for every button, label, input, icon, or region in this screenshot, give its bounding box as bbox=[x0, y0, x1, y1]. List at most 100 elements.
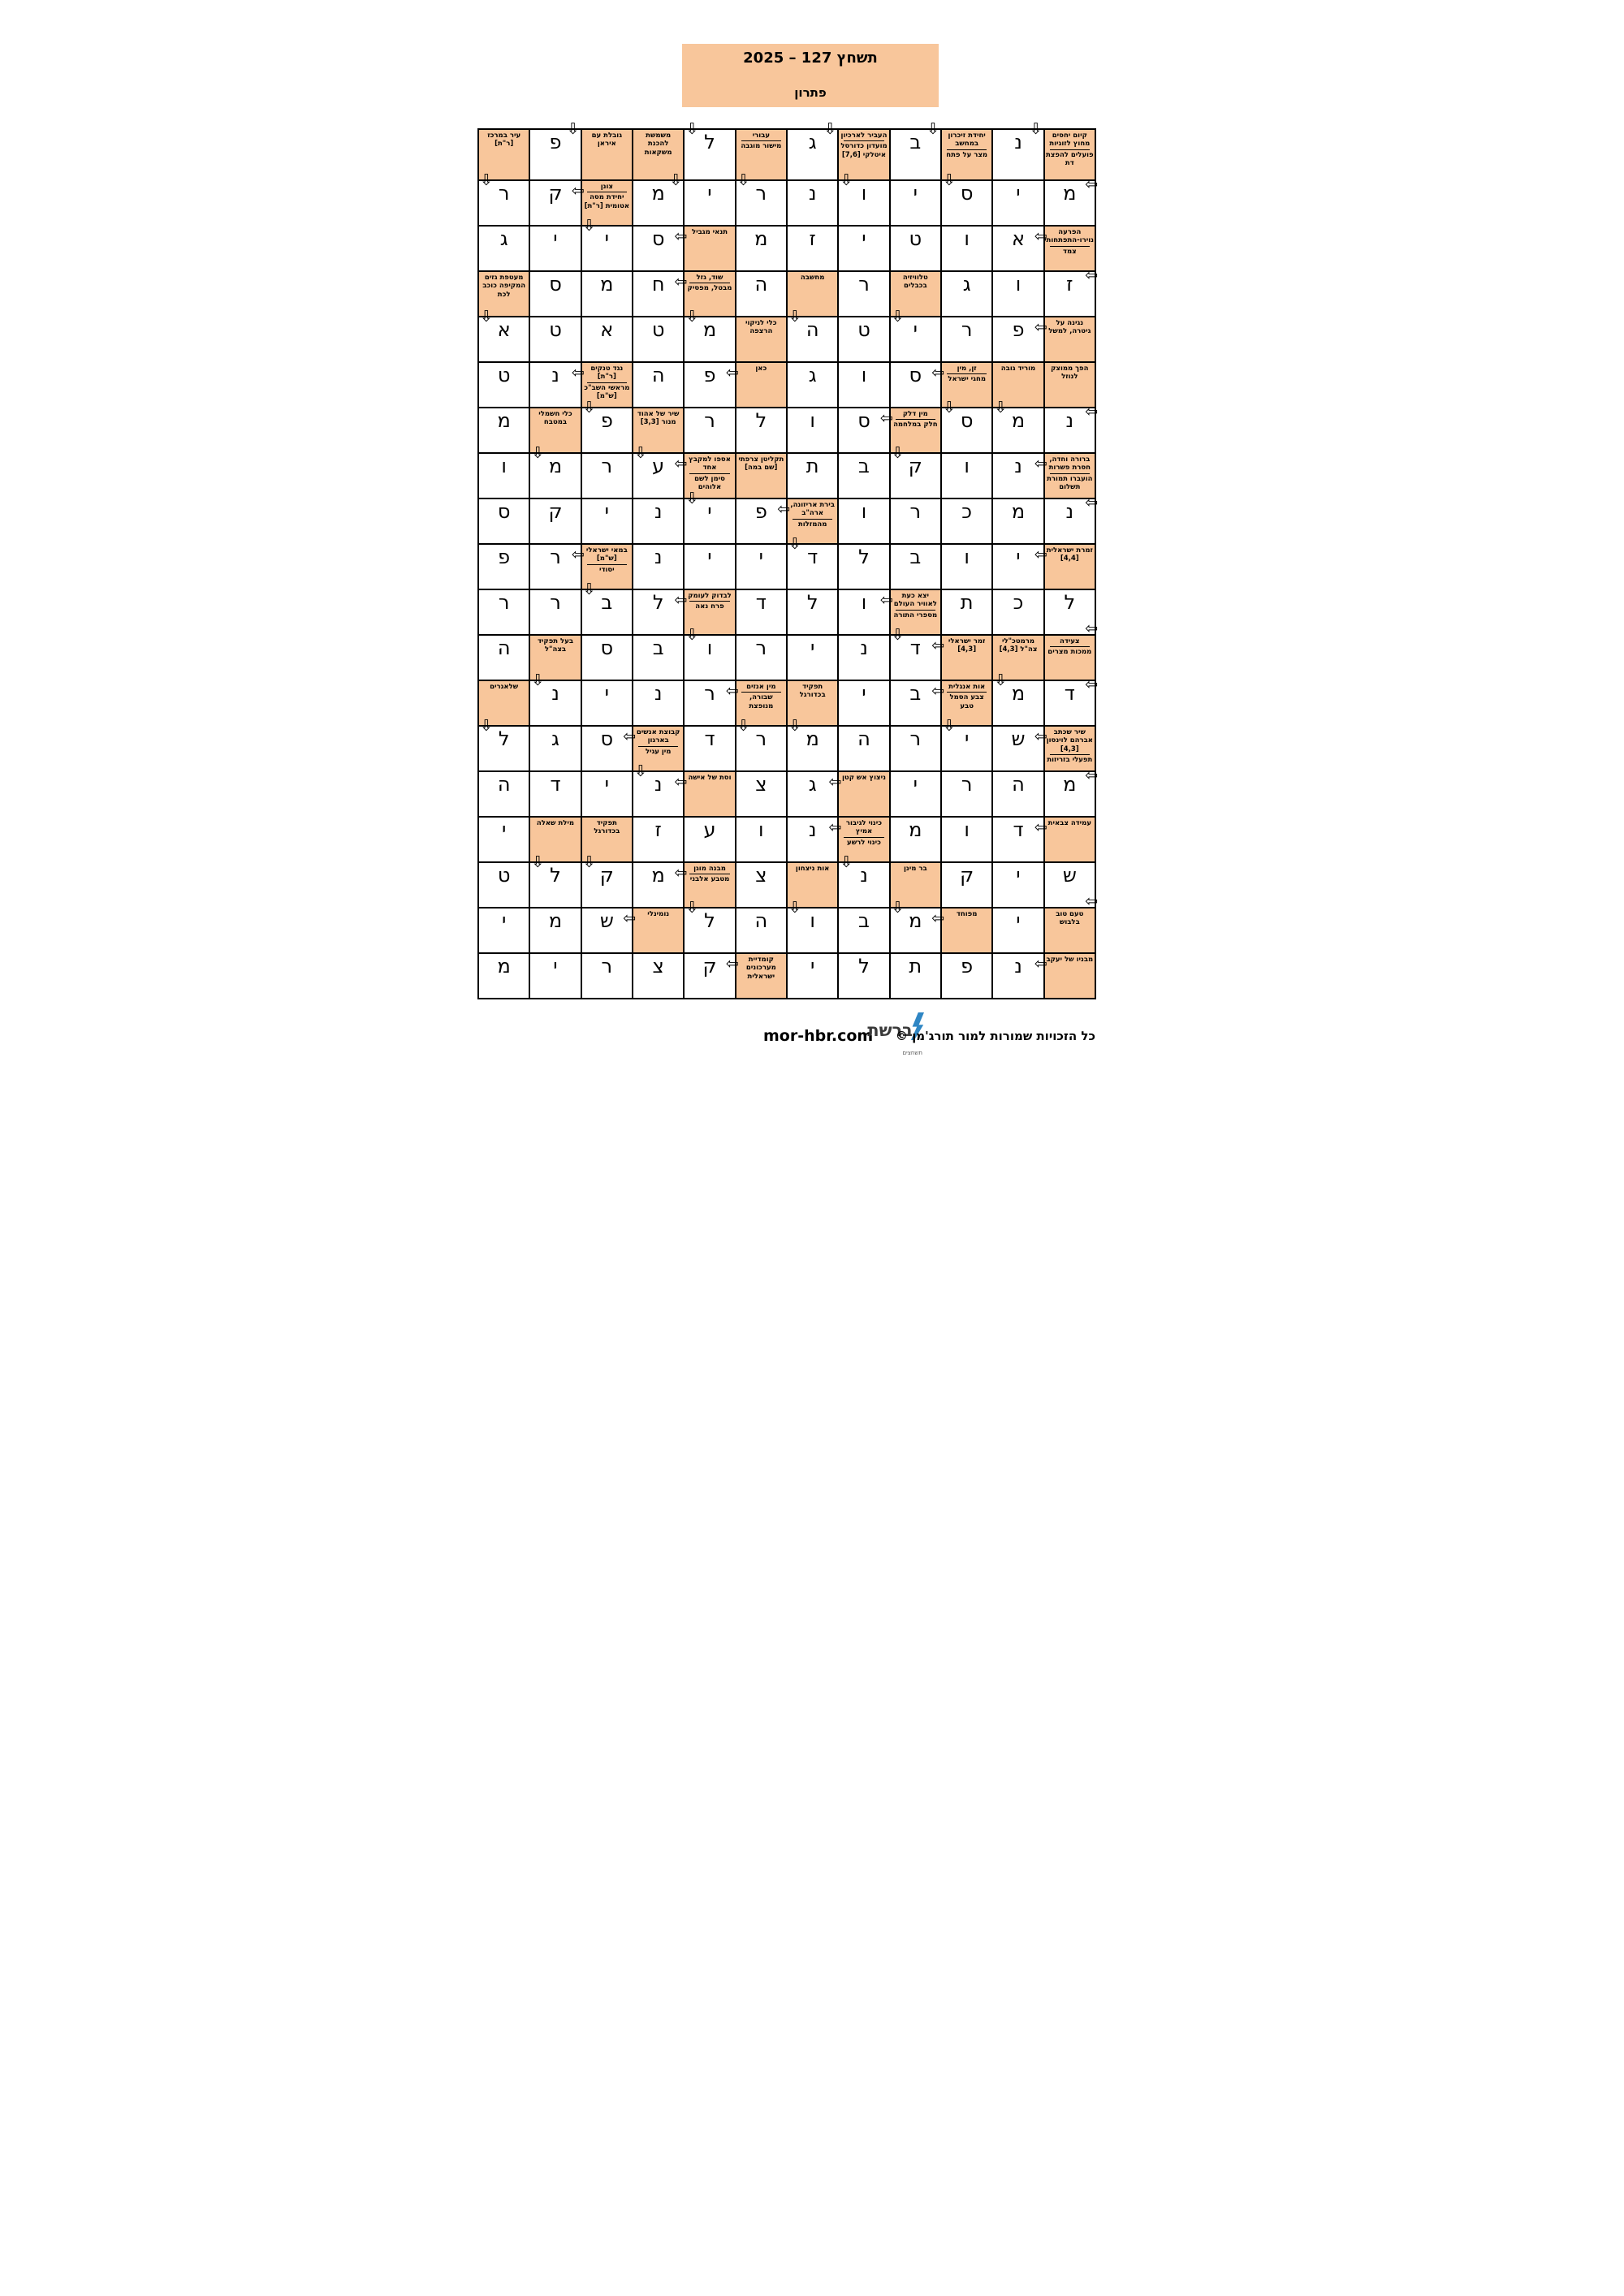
solution-letter: ש bbox=[1011, 727, 1026, 750]
letter-cell: ר bbox=[940, 771, 993, 817]
solution-letter: ו bbox=[758, 818, 764, 841]
solution-letter: פ bbox=[600, 409, 613, 432]
clue-separator bbox=[586, 382, 627, 383]
letter-cell: ס ⇦ bbox=[581, 726, 636, 771]
letter-cell: פ ⇦ bbox=[992, 317, 1047, 362]
clue-cell: כינוי לגיבור אמיץ כינוי לרשע bbox=[838, 817, 890, 862]
clue-separator bbox=[741, 692, 781, 693]
solution-letter: י bbox=[604, 227, 609, 250]
clue-cell: הפך ממוצק לנוזל bbox=[1043, 362, 1095, 408]
solution-letter: ר bbox=[704, 682, 715, 705]
solution-letter: ד bbox=[1013, 818, 1024, 841]
solution-letter: ו bbox=[706, 637, 713, 659]
letter-cell: מ ⇩ ⇦ bbox=[889, 900, 944, 953]
letter-cell: י bbox=[735, 544, 787, 589]
clue-text: מבניו של יעקב bbox=[1046, 956, 1094, 964]
solution-letter: י bbox=[810, 637, 815, 659]
clue-text: יצא כעת לאוויר העולם bbox=[893, 592, 937, 609]
clue-cell: עבורי מישור מוגבה bbox=[735, 129, 787, 180]
solution-letter: ל bbox=[498, 727, 510, 750]
solution-letter: מ bbox=[600, 273, 614, 296]
crossword-solution-page: תשחץ 127 – 2025 פתרון עיר במרכז [ר"ת] פ ⇩ ג… bbox=[406, 0, 1218, 1148]
solution-letter: פ bbox=[754, 500, 767, 523]
letter-cell: ו ⇩ bbox=[786, 900, 839, 953]
clue-text: מבנה מוגן bbox=[693, 865, 726, 873]
letter-cell: ת bbox=[786, 453, 839, 498]
solution-letter: ט bbox=[909, 227, 922, 250]
solution-letter: ס bbox=[909, 364, 922, 386]
letter-cell: ה bbox=[478, 635, 530, 680]
clue-text: בר מינן bbox=[903, 865, 927, 873]
clue-separator bbox=[1049, 245, 1090, 247]
solution-letter: כ bbox=[1013, 591, 1024, 614]
clue-cell: שיר שכתב אברהם לוינסון [4,3] תפעלי בזריזו… bbox=[1043, 726, 1095, 771]
solution-letter: ב bbox=[858, 455, 870, 477]
letter-cell: ב ⇩ bbox=[581, 582, 633, 635]
clue-separator bbox=[895, 609, 935, 611]
letter-cell: ר bbox=[684, 408, 736, 453]
solution-letter: ו bbox=[861, 500, 867, 523]
clue-cell: קבוצת אנשים בארגון מין עגיל bbox=[632, 726, 685, 771]
clue-text: עבורי bbox=[752, 132, 771, 140]
logo-subtext: תשחצים bbox=[902, 1050, 923, 1056]
letter-cell: ה bbox=[838, 726, 890, 771]
letter-cell: ו bbox=[735, 817, 787, 862]
solution-letter: כ bbox=[961, 500, 972, 523]
clue-cell: שיר של אהוד מנור [3,3] bbox=[632, 408, 685, 453]
letter-cell: י bbox=[786, 953, 839, 999]
clue-cell: אספו למקבץ אחד סימן לשם אלוהים bbox=[684, 453, 736, 498]
solution-letter: מ bbox=[497, 409, 511, 432]
letter-cell: ה bbox=[992, 771, 1044, 817]
solution-letter: ד bbox=[550, 773, 561, 796]
letter-cell: ג bbox=[529, 726, 581, 771]
solution-letter: ק bbox=[960, 864, 974, 887]
clue-separator bbox=[946, 149, 987, 150]
clue-cell: מבניו של יעקב bbox=[1043, 953, 1095, 999]
letter-cell: ו bbox=[940, 453, 993, 498]
solution-letter: י bbox=[1016, 182, 1021, 205]
solution-letter: ג bbox=[808, 773, 817, 796]
letter-cell: ב ⇩ bbox=[889, 122, 941, 180]
letter-cell: נ ⇩ ⇦ bbox=[632, 764, 687, 817]
letter-cell: מ ⇩ bbox=[632, 173, 685, 226]
clue-text: מעטפת גזים המקיפה כוכב לכת bbox=[482, 274, 526, 299]
letter-cell: נ ⇦ bbox=[1043, 404, 1098, 453]
letter-cell: י ⇩ bbox=[684, 491, 736, 544]
solution-letter: י bbox=[707, 546, 712, 568]
letter-cell: י ⇩ bbox=[581, 218, 633, 271]
clue-cell: בעל תפקיד בצה"ל bbox=[529, 635, 581, 680]
site-url-link[interactable]: mor-hbr.com bbox=[763, 1027, 874, 1045]
solution-letter: מ bbox=[1063, 182, 1077, 205]
solution-letter: ו bbox=[861, 591, 867, 614]
solution-letter: י bbox=[604, 500, 609, 523]
clue-text: ניצוץ אש קטן bbox=[842, 774, 886, 782]
clue-separator bbox=[1049, 754, 1090, 756]
letter-cell: ד bbox=[684, 726, 736, 771]
clue-text: מטבע אלבני bbox=[689, 875, 730, 884]
clue-separator bbox=[741, 140, 781, 142]
letter-cell: ה bbox=[735, 271, 787, 317]
letter-cell: מ ⇩ bbox=[786, 719, 839, 771]
letter-cell: ל ⇦ bbox=[632, 589, 687, 635]
solution-letter: ת bbox=[909, 955, 922, 978]
solution-letter: נ bbox=[808, 182, 817, 205]
solution-letter: ה bbox=[754, 909, 768, 932]
clue-text: מפוחד bbox=[956, 910, 978, 918]
letter-cell: י bbox=[478, 908, 530, 953]
clue-cell: נומינלי bbox=[632, 908, 685, 953]
letter-cell: ה bbox=[632, 362, 685, 408]
clue-cell: זמרת ישראלית [4,4] bbox=[1043, 544, 1095, 589]
solution-letter: ל bbox=[704, 909, 715, 932]
solution-letter: ש bbox=[1062, 864, 1077, 887]
page-title: תשחץ 127 – 2025 bbox=[743, 50, 878, 67]
letter-cell: מ ⇩ bbox=[992, 673, 1044, 726]
clue-text: מספרי התורה bbox=[893, 611, 938, 619]
clue-cell: בר מינן bbox=[889, 862, 941, 908]
solution-letter: נ bbox=[1014, 455, 1022, 477]
letter-cell: ב ⇦ bbox=[889, 680, 944, 726]
solution-letter: נ bbox=[551, 364, 559, 386]
letter-cell: ל bbox=[838, 544, 890, 589]
solution-letter: פ bbox=[498, 546, 511, 568]
footer: mor-hbr.com ברשת תשחצים כל הזכויות שמורו… bbox=[406, 1011, 1218, 1068]
solution-letter: ל bbox=[755, 409, 767, 432]
